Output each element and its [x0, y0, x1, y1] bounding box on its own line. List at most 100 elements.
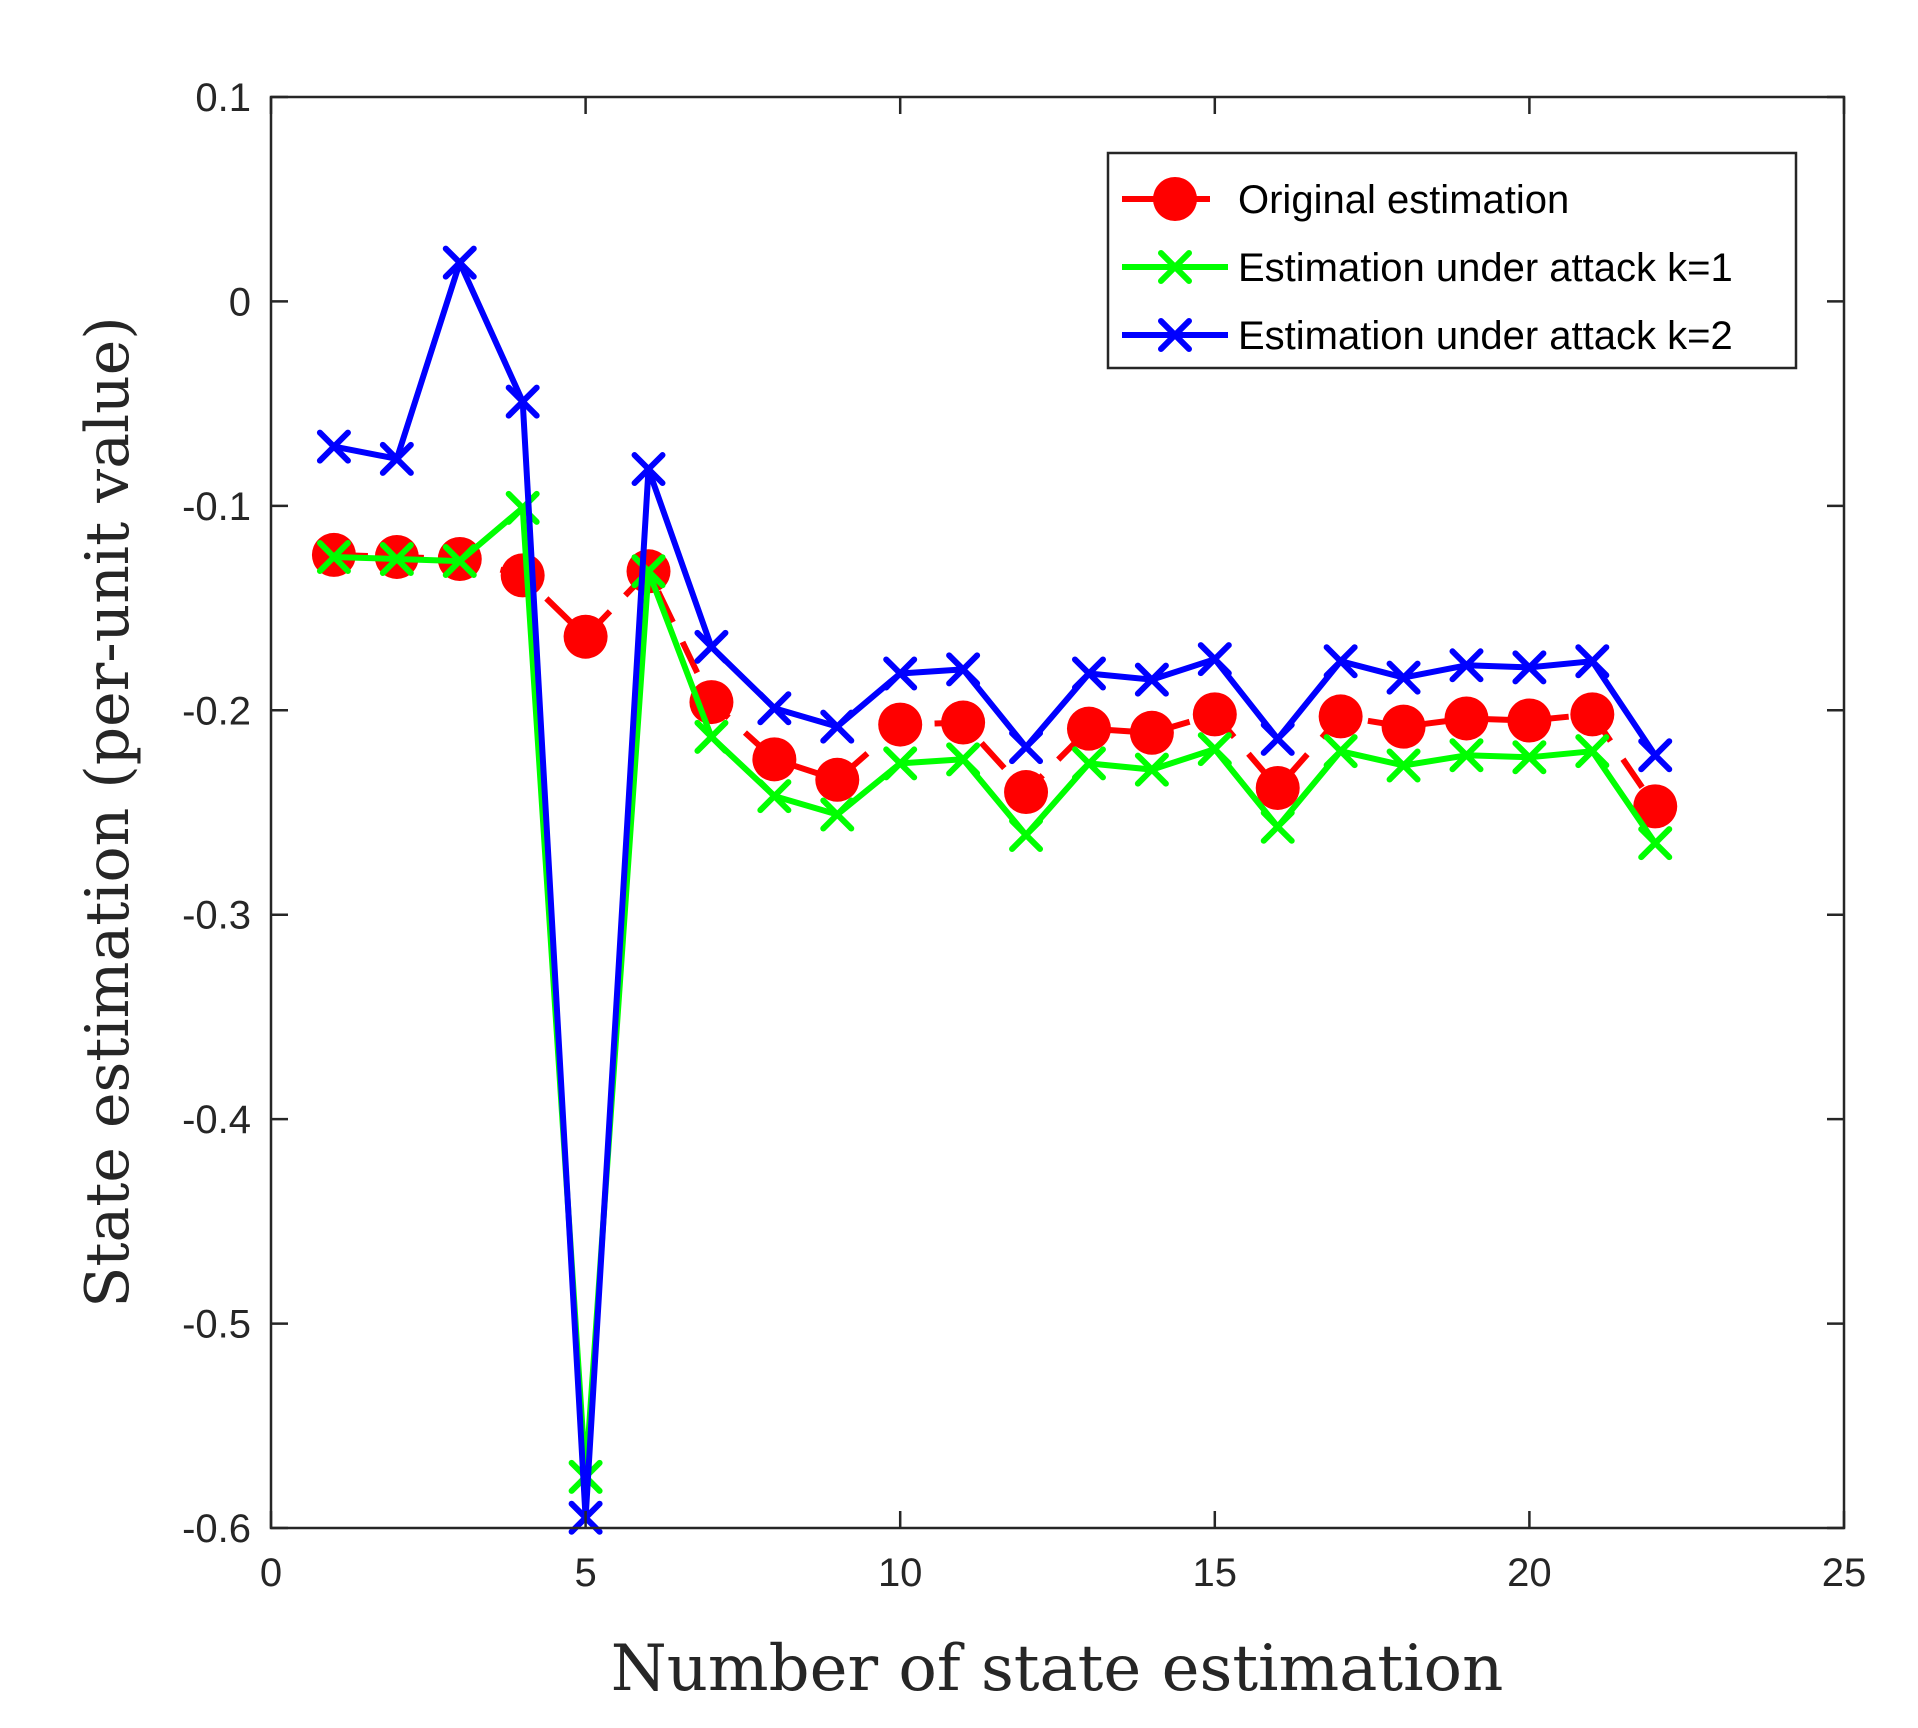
- data-point-stroke-b: [757, 691, 792, 726]
- legend-label: Original estimation: [1238, 178, 1569, 222]
- data-point: [1260, 809, 1295, 844]
- data-point: [1192, 692, 1237, 737]
- x-tick-label: 25: [1822, 1551, 1867, 1595]
- data-point-stroke-b: [1449, 738, 1484, 773]
- data-point-stroke-b: [1260, 721, 1295, 756]
- data-point: [1507, 698, 1552, 743]
- data-point-stroke-b: [379, 542, 414, 577]
- data-point: [946, 652, 981, 687]
- data-point: [563, 614, 608, 659]
- data-point: [631, 452, 666, 487]
- data-point-stroke-b: [1009, 817, 1044, 852]
- data-point: [1512, 650, 1547, 685]
- data-point-stroke-b: [505, 490, 540, 525]
- y-tick-label: -0.5: [182, 1303, 251, 1347]
- legend-swatch-marker: [1158, 250, 1192, 284]
- data-point: [878, 702, 923, 747]
- data-point: [1512, 740, 1547, 775]
- data-point-stroke-b: [316, 539, 351, 574]
- data-point: [1197, 732, 1232, 767]
- data-point-stroke-b: [631, 452, 666, 487]
- data-point: [820, 797, 855, 832]
- data-point: [1575, 644, 1610, 679]
- data-point: [820, 709, 855, 744]
- data-point: [1570, 692, 1615, 737]
- data-point: [1260, 721, 1295, 756]
- data-point: [1134, 752, 1169, 787]
- data-point-stroke-b: [1323, 734, 1358, 769]
- y-axis-title: State estimation (per-unit value): [73, 316, 143, 1307]
- data-point: [1638, 826, 1673, 861]
- legend: Original estimation Estimation under atta…: [1106, 151, 1798, 370]
- series-layer: [311, 245, 1678, 1535]
- data-point: [505, 384, 540, 419]
- y-tick-label: -0.6: [182, 1507, 251, 1551]
- data-point-stroke-b: [694, 719, 729, 754]
- data-point-stroke-b: [505, 384, 540, 419]
- legend-entry-2: Estimation under attack k=1: [1122, 246, 1733, 290]
- data-point: [757, 779, 792, 814]
- data-point: [752, 737, 797, 782]
- plot-frame: [269, 95, 1846, 1530]
- data-point: [442, 544, 477, 579]
- data-point-stroke-b: [1575, 734, 1610, 769]
- data-point: [1009, 817, 1044, 852]
- data-point-stroke-b: [442, 544, 477, 579]
- data-point-stroke-b: [1386, 660, 1421, 695]
- legend-entry-1: Original estimation: [1122, 177, 1569, 222]
- data-point: [1004, 770, 1049, 815]
- data-point: [883, 746, 918, 781]
- data-point-stroke-b: [1260, 809, 1295, 844]
- data-point: [1134, 662, 1169, 697]
- data-point-stroke-b: [820, 797, 855, 832]
- data-point-stroke-b: [1575, 644, 1610, 679]
- legend-label: Estimation under attack k=1: [1238, 246, 1733, 290]
- data-point: [1449, 648, 1484, 683]
- data-point: [1323, 734, 1358, 769]
- data-point: [1318, 694, 1363, 739]
- data-point-stroke-b: [1009, 730, 1044, 765]
- data-point-stroke-b: [316, 429, 351, 464]
- data-point: [1575, 734, 1610, 769]
- y-tick-label: -0.4: [182, 1098, 251, 1142]
- data-point: [946, 742, 981, 777]
- data-point: [1381, 704, 1426, 749]
- data-point-stroke-b: [1197, 732, 1232, 767]
- data-point: [1009, 730, 1044, 765]
- data-point: [1323, 644, 1358, 679]
- x-tick-label: 20: [1507, 1551, 1552, 1595]
- data-point-stroke-b: [883, 656, 918, 691]
- x-tick-label: 10: [878, 1551, 923, 1595]
- legend-swatch-marker: [1153, 177, 1197, 221]
- data-point: [379, 542, 414, 577]
- series-line-3: [333, 259, 1658, 1521]
- data-point: [1066, 706, 1111, 751]
- data-point: [941, 700, 986, 745]
- data-point: [694, 719, 729, 754]
- legend-entries: Original estimation Estimation under atta…: [1122, 177, 1733, 358]
- data-point-stroke-b: [883, 746, 918, 781]
- data-point-stroke-b: [757, 779, 792, 814]
- data-point-stroke-b: [1134, 752, 1169, 787]
- data-point: [316, 539, 351, 574]
- series-line-1: [333, 551, 1658, 809]
- data-point: [1255, 765, 1300, 810]
- x-tick-label: 5: [574, 1551, 596, 1595]
- legend-label: Estimation under attack k=2: [1238, 314, 1733, 358]
- data-point: [1071, 746, 1106, 781]
- data-point: [1386, 748, 1421, 783]
- series-3: [316, 245, 1673, 1535]
- data-point: [883, 656, 918, 691]
- y-tick-label: -0.3: [182, 894, 251, 938]
- data-point-stroke-b: [820, 709, 855, 744]
- data-point: [1633, 784, 1678, 829]
- data-point: [1129, 710, 1174, 755]
- data-point: [694, 629, 729, 664]
- y-tick-label: 0.1: [195, 76, 251, 120]
- data-point-stroke-b: [946, 652, 981, 687]
- data-point-stroke-b: [1386, 748, 1421, 783]
- data-point-stroke-b: [1512, 740, 1547, 775]
- data-point: [500, 553, 545, 598]
- x-tick-label: 0: [260, 1551, 282, 1595]
